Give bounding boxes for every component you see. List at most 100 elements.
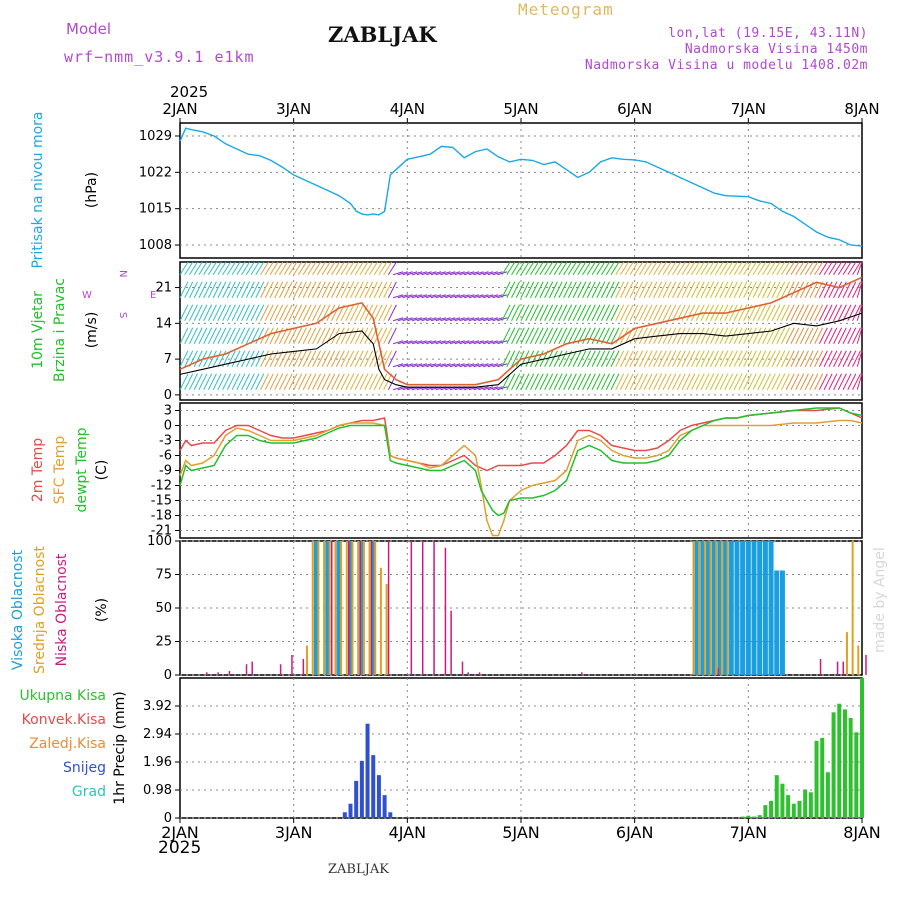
wind-barb bbox=[586, 281, 596, 299]
wind-barb bbox=[582, 261, 591, 276]
cloud-bar bbox=[467, 672, 469, 675]
wind-barb bbox=[487, 386, 498, 391]
wind-barb bbox=[264, 261, 274, 276]
wind-barb bbox=[288, 373, 298, 391]
wind-barb bbox=[572, 373, 582, 391]
wind-barb bbox=[700, 281, 710, 299]
wind-barb bbox=[638, 327, 648, 345]
cloud-bar bbox=[581, 672, 583, 675]
wind-barb bbox=[321, 327, 331, 345]
wind-barb bbox=[804, 350, 814, 368]
wind-barb bbox=[809, 281, 819, 299]
wind-barb bbox=[482, 363, 494, 368]
wind-barb bbox=[548, 350, 558, 368]
temp-line-dewpt-temp bbox=[179, 407, 863, 517]
wind-barb bbox=[312, 304, 322, 322]
wind-barb bbox=[312, 373, 322, 391]
wind-barb bbox=[340, 261, 350, 276]
cloud-bar bbox=[762, 541, 768, 675]
wind-barb bbox=[752, 350, 762, 368]
wind-barb bbox=[269, 373, 279, 391]
wind-barb bbox=[809, 304, 819, 322]
wind-barb bbox=[373, 281, 383, 299]
wind-barb bbox=[624, 281, 634, 299]
cloud-bar bbox=[302, 658, 305, 675]
wind-barb bbox=[430, 317, 442, 322]
wind-barb bbox=[620, 373, 629, 391]
wind-barb bbox=[747, 304, 757, 322]
wind-barb bbox=[217, 261, 227, 276]
wind-barb bbox=[226, 327, 236, 345]
wind-barb bbox=[752, 304, 762, 322]
precip-bar bbox=[854, 732, 859, 818]
wind-barb bbox=[497, 271, 508, 276]
wind-barb bbox=[785, 373, 795, 391]
wind-barb bbox=[776, 373, 786, 391]
wind-barb bbox=[799, 373, 809, 391]
wind-barb bbox=[539, 373, 549, 391]
wind-barbs bbox=[179, 261, 863, 391]
wind-barb bbox=[184, 304, 194, 322]
wind-barb bbox=[331, 304, 341, 322]
wind-barb bbox=[331, 261, 340, 276]
wind-barb bbox=[274, 304, 284, 322]
wind-barb bbox=[407, 294, 418, 299]
wind-barb bbox=[387, 281, 397, 299]
wind-barb bbox=[193, 281, 203, 299]
wind-barb bbox=[255, 281, 265, 299]
wind-barb bbox=[591, 350, 601, 368]
wind-barb bbox=[667, 327, 677, 345]
wind-barb bbox=[719, 261, 729, 276]
wind-barb bbox=[548, 261, 558, 276]
wind-barb bbox=[667, 281, 677, 299]
wind-barb bbox=[842, 373, 852, 391]
precip-bar bbox=[837, 703, 842, 818]
wind-barb bbox=[596, 350, 606, 368]
wind-barb bbox=[591, 261, 601, 276]
wind-barb bbox=[539, 304, 549, 322]
wind-barb bbox=[624, 304, 634, 322]
wind-barb bbox=[189, 304, 198, 322]
wind-barb bbox=[747, 261, 757, 276]
wind-barb bbox=[373, 261, 383, 276]
precip-bar bbox=[757, 815, 762, 818]
wind-barb bbox=[681, 261, 691, 276]
precip-bar bbox=[376, 775, 381, 818]
wind-barb bbox=[534, 327, 544, 345]
wind-barb bbox=[250, 304, 260, 322]
wind-barb bbox=[449, 294, 461, 299]
wind-barb bbox=[411, 294, 423, 299]
wind-barb bbox=[558, 281, 568, 299]
wind-barb bbox=[402, 317, 413, 322]
wind-barb bbox=[435, 294, 446, 299]
wind-barb bbox=[464, 271, 475, 276]
wind-barb bbox=[539, 327, 549, 345]
wind-barb bbox=[193, 304, 203, 322]
wind-barb bbox=[288, 327, 298, 345]
site-title: ZABLJAK bbox=[328, 22, 437, 47]
wind-barb bbox=[350, 261, 359, 276]
time-label-bottom: 2JAN bbox=[161, 823, 199, 842]
wind-barb bbox=[553, 350, 563, 368]
cloud-bar bbox=[359, 541, 361, 675]
wind-barb bbox=[487, 317, 498, 322]
wind-barb bbox=[241, 304, 251, 322]
wind-barb bbox=[530, 281, 539, 299]
wind-barb bbox=[354, 373, 364, 391]
wind-barb bbox=[241, 350, 251, 368]
wind-barb bbox=[260, 350, 269, 368]
wind-barb bbox=[676, 373, 686, 391]
wind-barb bbox=[321, 373, 331, 391]
wind-barb bbox=[762, 281, 771, 299]
wind-barb bbox=[709, 281, 719, 299]
wind-barb bbox=[354, 281, 364, 299]
wind-barb bbox=[705, 327, 715, 345]
wind-barb bbox=[501, 304, 511, 322]
wind-barb bbox=[525, 327, 535, 345]
wind-barb bbox=[387, 261, 397, 276]
wind-barb bbox=[421, 294, 432, 299]
wind-barb bbox=[766, 261, 776, 276]
wind-barb bbox=[307, 327, 317, 345]
wind-barb bbox=[473, 363, 484, 368]
wind-barb bbox=[572, 327, 582, 345]
